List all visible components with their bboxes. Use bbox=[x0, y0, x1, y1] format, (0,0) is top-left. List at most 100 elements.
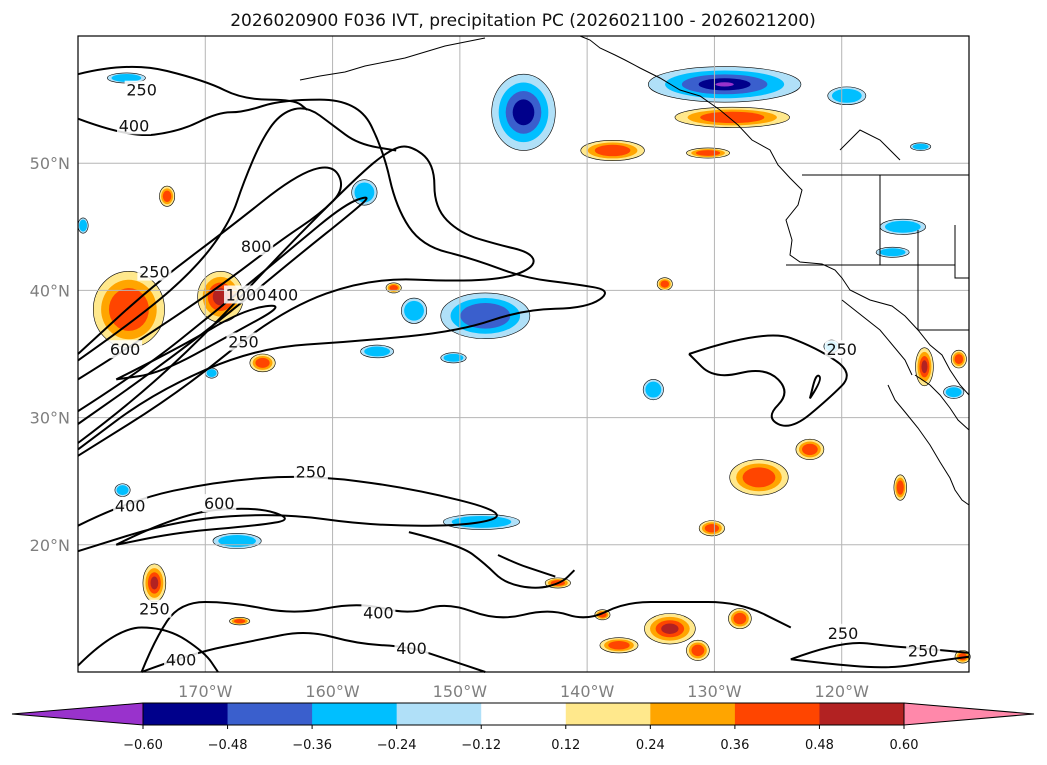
colorbar-tick-label: 0.36 bbox=[720, 738, 749, 753]
colorbar-segment bbox=[819, 703, 905, 725]
colorbar-segment bbox=[734, 703, 820, 725]
precip-cell bbox=[733, 612, 747, 625]
contour-label: 400 bbox=[119, 116, 150, 135]
contour-label-bg bbox=[394, 639, 429, 658]
latitude-labels: 20°N 30°N 40°N 50°N bbox=[30, 154, 70, 555]
ivt-contour-line bbox=[77, 65, 308, 111]
lon-tick-label: 170°W bbox=[178, 682, 233, 701]
contour-label-bg bbox=[108, 340, 143, 359]
precip-cell bbox=[443, 353, 464, 362]
colorbar-tick-label: 0.60 bbox=[890, 738, 919, 753]
precip-cell bbox=[460, 303, 511, 329]
precip-cell bbox=[255, 357, 270, 368]
contour-label-bg bbox=[124, 80, 159, 99]
gridlines bbox=[78, 36, 969, 672]
contour-label-bg bbox=[113, 496, 148, 515]
precip-cell bbox=[162, 190, 172, 202]
contour-label: 250 bbox=[826, 340, 857, 359]
contour-label-bg bbox=[361, 603, 396, 622]
lon-tick-label: 130°W bbox=[687, 682, 742, 701]
ivt-contour-line bbox=[77, 166, 343, 381]
colorbar-segment bbox=[650, 703, 736, 725]
contour-label-bg bbox=[137, 262, 172, 281]
precip-cell bbox=[645, 381, 662, 398]
colorbar-tick-label: −0.24 bbox=[377, 738, 417, 753]
precip-cell bbox=[831, 88, 862, 103]
precip-cell bbox=[884, 220, 921, 233]
colorbar-outline bbox=[142, 702, 905, 726]
map-border bbox=[77, 35, 970, 673]
baja-coast bbox=[887, 384, 970, 506]
contour-label: 250 bbox=[828, 624, 859, 643]
lon-tick-label: 120°W bbox=[815, 682, 870, 701]
contour-label-bg bbox=[164, 650, 199, 669]
precip-cell bbox=[912, 143, 929, 150]
precip-cell bbox=[218, 535, 256, 547]
colorbar-tick-label: 0.24 bbox=[636, 738, 665, 753]
colorbar: −0.60 −0.48 −0.36 −0.24 −0.12 0.12 0.24 0.36 0.4… bbox=[11, 702, 1035, 753]
ivt-contour-line bbox=[77, 475, 498, 553]
precip-cell bbox=[111, 74, 142, 82]
ivt-contour-line bbox=[77, 626, 219, 673]
lon-tick-label: 160°W bbox=[305, 682, 360, 701]
contour-label: 800 bbox=[241, 237, 272, 256]
contour-label: 400 bbox=[363, 603, 394, 622]
lat-tick-label: 20°N bbox=[30, 536, 70, 555]
lat-tick-label: 30°N bbox=[30, 409, 70, 428]
coastlines bbox=[299, 35, 970, 506]
precip-cell bbox=[742, 467, 776, 488]
precip-cell bbox=[404, 300, 424, 321]
contour-label: 250 bbox=[296, 462, 327, 481]
precip-cell bbox=[715, 82, 734, 87]
colorbar-segment bbox=[227, 703, 313, 725]
alaska-coast bbox=[299, 37, 486, 81]
lon-tick-label: 150°W bbox=[433, 682, 488, 701]
precip-cell bbox=[704, 523, 720, 533]
precip-cell bbox=[594, 144, 631, 157]
contour-label: 250 bbox=[126, 81, 157, 100]
contour-label-bg bbox=[202, 494, 237, 513]
contour-label-bg bbox=[265, 285, 300, 304]
ivt-contour-line bbox=[115, 304, 277, 381]
colorbar-extend-low bbox=[11, 702, 144, 726]
precip-cell bbox=[364, 346, 391, 357]
colorbar-segment bbox=[481, 703, 567, 725]
lat-tick-label: 50°N bbox=[30, 154, 70, 173]
contour-label: 600 bbox=[110, 340, 141, 359]
contour-label: 250 bbox=[139, 600, 170, 619]
contour-label-bg bbox=[824, 340, 859, 359]
precip-cell bbox=[695, 150, 721, 156]
contour-label: 1000 bbox=[226, 285, 267, 304]
gulf-coast bbox=[914, 374, 970, 431]
precip-cell bbox=[79, 219, 88, 232]
state-line-2 bbox=[839, 129, 913, 376]
contour-label-bg bbox=[239, 237, 274, 256]
colorbar-extend-high bbox=[903, 702, 1035, 726]
contour-label: 250 bbox=[908, 642, 939, 661]
colorbar-tick-label: 0.12 bbox=[551, 738, 580, 753]
ivt-contour-line bbox=[790, 655, 970, 669]
colorbar-segment bbox=[565, 703, 651, 725]
ivt-contour-line bbox=[140, 600, 792, 673]
precip-cell bbox=[512, 99, 535, 126]
contour-label-bg bbox=[226, 332, 261, 351]
contour-label-bg bbox=[906, 641, 941, 660]
precip-cell bbox=[691, 644, 705, 657]
colorbar-segment bbox=[143, 703, 229, 725]
precip-cell bbox=[896, 480, 904, 495]
contour-label-bg bbox=[137, 599, 172, 618]
contour-label: 400 bbox=[115, 497, 146, 516]
colorbar-tick-label: −0.48 bbox=[208, 738, 248, 753]
chart-title: 2026020900 F036 IVT, precipitation PC (2… bbox=[230, 11, 816, 31]
north-america-coast bbox=[579, 35, 970, 396]
precip-cell bbox=[608, 641, 630, 650]
precip-cell bbox=[233, 618, 246, 624]
ivt-contour-line bbox=[77, 107, 397, 362]
precip-cell bbox=[389, 285, 398, 291]
contour-label-bg bbox=[117, 116, 152, 135]
precip-cell bbox=[354, 182, 375, 203]
colorbar-segment bbox=[396, 703, 482, 725]
